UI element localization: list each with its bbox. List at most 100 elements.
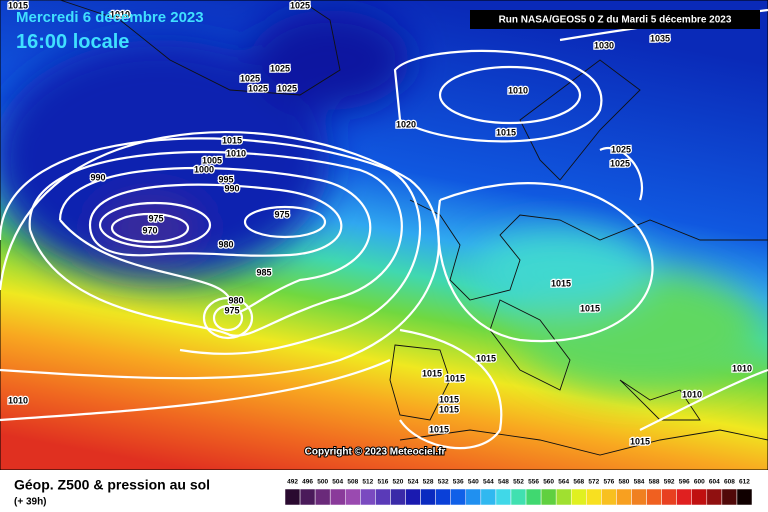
scale-swatch — [706, 488, 723, 506]
isobar-label: 1015 — [222, 135, 242, 145]
isobar-label: 980 — [228, 295, 243, 305]
isobar-label: 1010 — [226, 148, 246, 158]
scale-label: 564 — [558, 479, 569, 486]
scale-swatch — [465, 488, 482, 506]
isobar-label: 1010 — [732, 363, 752, 373]
isobar-label: 990 — [224, 183, 239, 193]
isobar-label: 1015 — [476, 353, 496, 363]
scale-swatch — [510, 488, 527, 506]
scale-label: 516 — [377, 479, 388, 486]
isobar-label: 1015 — [630, 436, 650, 446]
scale-swatch — [616, 488, 632, 506]
isobar-label: 970 — [142, 225, 157, 235]
scale-label: 496 — [302, 479, 313, 486]
run-box — [470, 10, 760, 29]
legend-lead: (+ 39h) — [14, 497, 47, 508]
scale-label: 544 — [483, 479, 494, 486]
scale-label: 500 — [317, 479, 328, 486]
scale-swatch — [375, 488, 391, 506]
isobar-label: 1015 — [580, 303, 600, 313]
legend-title: Géop. Z500 & pression au sol — [14, 477, 210, 493]
scale-label: 520 — [393, 479, 404, 486]
scale-swatch — [435, 488, 451, 506]
scale-label: 532 — [438, 479, 449, 486]
isobar-label: 1015 — [496, 127, 516, 137]
scale-label: 580 — [619, 479, 630, 486]
isobar-label: 1015 — [445, 373, 465, 383]
scale-label: 604 — [709, 479, 720, 486]
scale-label: 508 — [347, 479, 358, 486]
scale-label: 560 — [543, 479, 554, 486]
forecast-date: Mercredi 6 décembre 2023 — [16, 9, 204, 26]
scale-swatch — [601, 488, 617, 506]
isobar-label: 1015 — [8, 0, 28, 10]
forecast-time: 16:00 locale — [16, 31, 129, 53]
scale-swatch — [721, 488, 738, 506]
scale-swatch — [329, 488, 346, 506]
isobar-label: 985 — [256, 267, 271, 277]
scale-label: 492 — [287, 479, 298, 486]
isobar-label: 1035 — [650, 33, 670, 43]
scale-label: 548 — [498, 479, 509, 486]
scale-swatch — [480, 488, 497, 506]
scale-swatch — [314, 488, 331, 506]
scale-swatch — [631, 488, 647, 506]
scale-label: 584 — [634, 479, 645, 486]
scale-label: 524 — [408, 479, 419, 486]
isobar-label: 1025 — [248, 83, 268, 93]
scale-label: 556 — [528, 479, 539, 486]
scale-swatch — [360, 488, 376, 506]
isobar-label: 1000 — [194, 164, 214, 174]
scale-swatch — [390, 488, 406, 506]
isobar-label: 1025 — [290, 0, 310, 10]
run-info: Run NASA/GEOS5 0 Z du Mardi 5 décembre 2… — [499, 15, 732, 26]
scale-swatch — [676, 488, 692, 506]
isobar-label: 975 — [148, 213, 163, 223]
isobar-label: 1025 — [610, 158, 630, 168]
scale-swatch — [555, 488, 572, 506]
isobar-label: 975 — [224, 305, 239, 315]
isobar-label: 1015 — [439, 394, 459, 404]
isobar-label: 1015 — [422, 368, 442, 378]
scale-swatch — [420, 488, 436, 506]
isobar-label: 1010 — [508, 85, 528, 95]
isobar-label: 1010 — [8, 395, 28, 405]
scale-swatch — [405, 488, 421, 506]
scale-swatch — [284, 488, 301, 506]
isobar-label: 1025 — [240, 73, 260, 83]
scale-swatch — [495, 488, 512, 506]
copyright: Copyright © 2023 Meteociel.fr — [305, 447, 446, 458]
scale-label: 504 — [332, 479, 343, 486]
scale-label: 572 — [588, 479, 599, 486]
scale-label: 528 — [423, 479, 434, 486]
isobar-label: 1030 — [594, 40, 614, 50]
scale-swatch — [570, 488, 587, 506]
height-field — [0, 10, 760, 390]
scale-label: 596 — [679, 479, 690, 486]
isobar-label: 1015 — [439, 404, 459, 414]
scale-label: 600 — [694, 479, 705, 486]
color-scale: 492 496 500 504 508 512 516 520 524 528 532 536 540 5… — [284, 479, 753, 506]
isobar-label: 1010 — [110, 9, 130, 19]
scale-label: 612 — [739, 479, 750, 486]
scale-label: 588 — [649, 479, 660, 486]
scale-label: 576 — [603, 479, 614, 486]
scale-label: 568 — [573, 479, 584, 486]
scale-swatch — [299, 488, 316, 506]
isobar-label: 990 — [90, 172, 105, 182]
scale-swatch — [661, 488, 677, 506]
scale-swatch — [646, 488, 662, 506]
isobar-label: 995 — [218, 174, 233, 184]
isobar-label: 980 — [218, 239, 233, 249]
scale-swatch — [586, 488, 602, 506]
scale-swatch — [450, 488, 467, 506]
scale-label: 592 — [664, 479, 675, 486]
isobar-label: 1025 — [611, 144, 631, 154]
scale-swatch — [736, 488, 753, 506]
scale-label: 540 — [468, 479, 479, 486]
isobar-label: 1010 — [682, 389, 702, 399]
scale-swatch — [345, 488, 361, 506]
isobars — [0, 8, 768, 450]
